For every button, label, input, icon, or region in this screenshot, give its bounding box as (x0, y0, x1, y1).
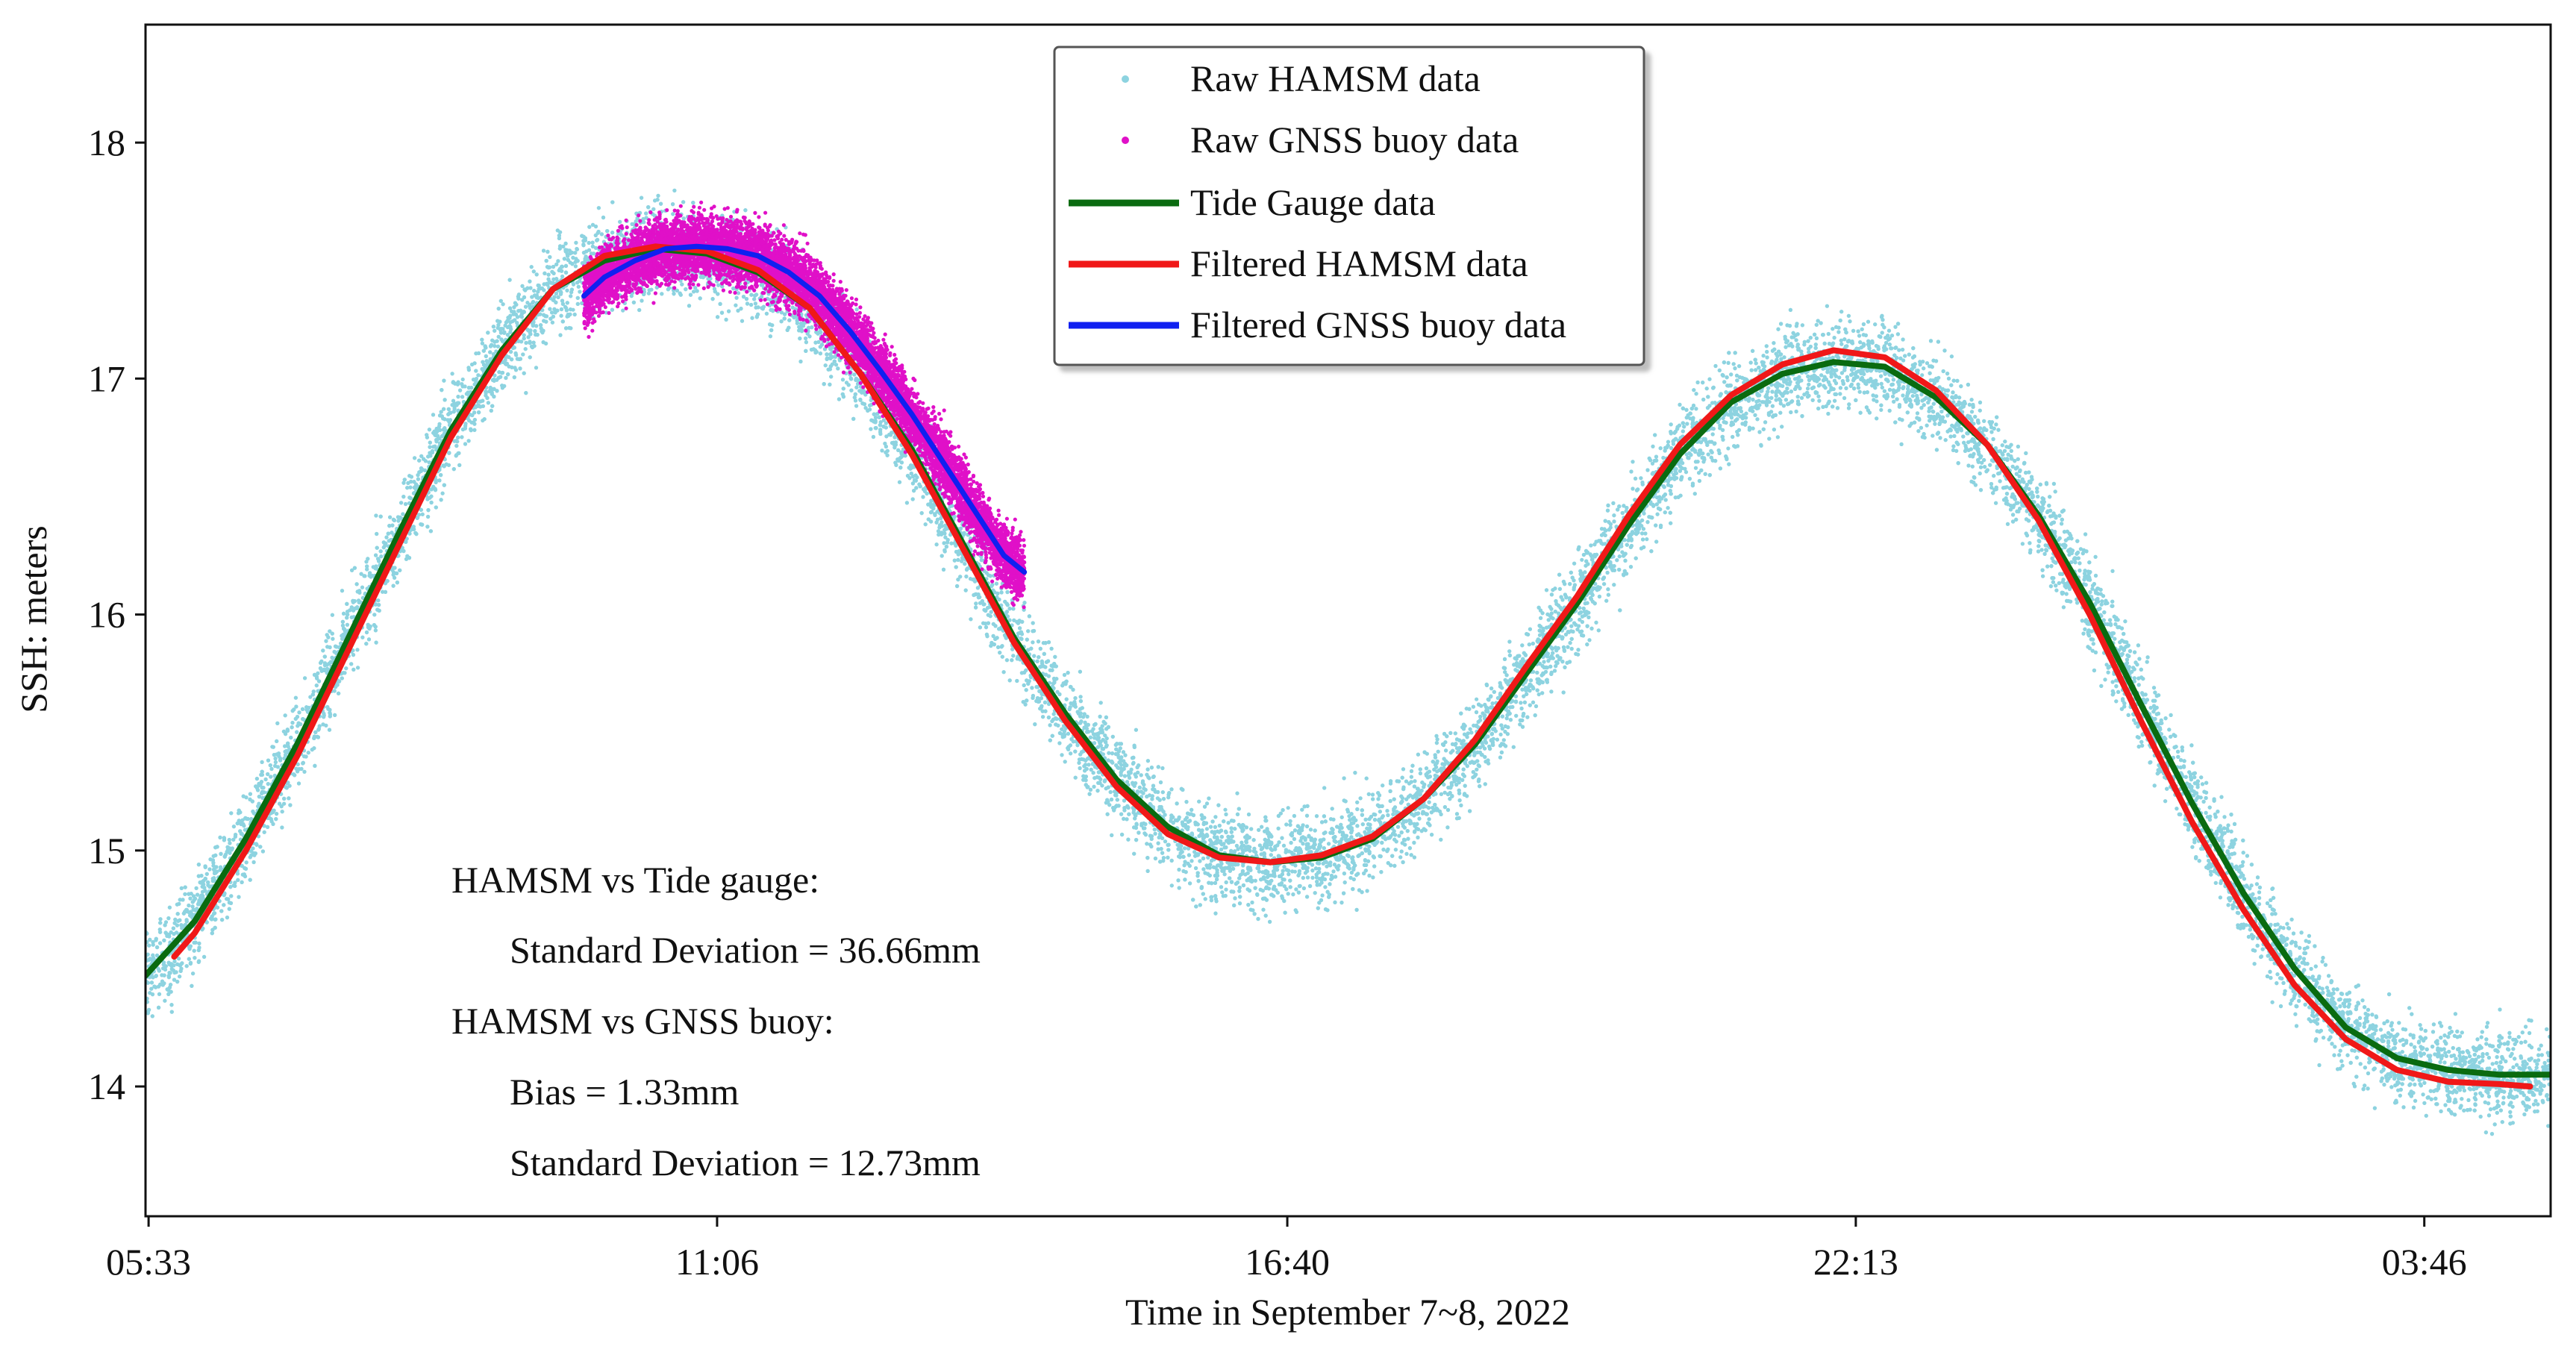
raw-hamsm-point (1920, 373, 1925, 378)
raw-hamsm-point (621, 308, 625, 313)
raw-hamsm-point (1536, 692, 1541, 697)
raw-hamsm-point (1726, 446, 1731, 451)
raw-hamsm-point (1223, 807, 1228, 812)
raw-hamsm-point (163, 920, 169, 924)
raw-hamsm-point (308, 695, 313, 699)
raw-hamsm-point (1645, 537, 1649, 542)
raw-hamsm-point (1728, 409, 1733, 413)
raw-hamsm-point (1286, 806, 1290, 810)
raw-hamsm-point (1475, 697, 1479, 701)
raw-hamsm-point (1879, 407, 1883, 413)
raw-hamsm-point (460, 377, 465, 382)
raw-hamsm-point (2390, 1027, 2395, 1032)
raw-hamsm-point (1204, 827, 1209, 831)
raw-hamsm-point (1650, 461, 1655, 466)
raw-hamsm-point (1498, 732, 1503, 737)
raw-hamsm-point (1580, 557, 1584, 562)
